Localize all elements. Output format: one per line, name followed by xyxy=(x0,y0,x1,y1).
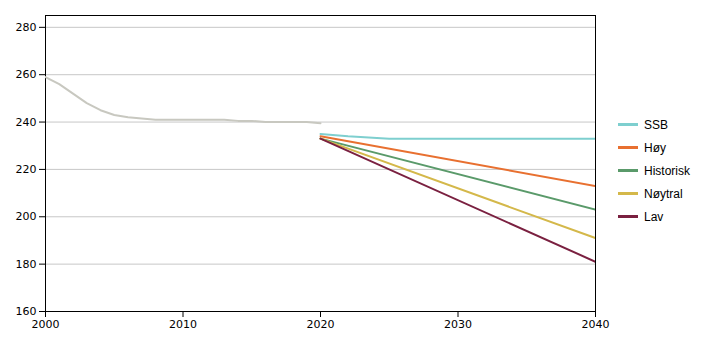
svg-text:2040: 2040 xyxy=(582,318,610,331)
html-text:Historisk: Historisk xyxy=(644,163,690,178)
svg-text:2010: 2010 xyxy=(169,318,197,331)
svg-text:2020: 2020 xyxy=(307,318,335,331)
svg-text:2030: 2030 xyxy=(444,318,472,331)
svg-text:2000: 2000 xyxy=(32,318,60,331)
svg-text:280: 280 xyxy=(16,21,37,34)
html-text:SSB: SSB xyxy=(644,117,668,132)
svg-text:180: 180 xyxy=(16,258,37,271)
svg-text:160: 160 xyxy=(16,305,37,318)
svg-text:240: 240 xyxy=(16,116,37,129)
html-text:Høy: Høy xyxy=(644,140,666,155)
html-text:Lav: Lav xyxy=(644,209,664,224)
svg-text:260: 260 xyxy=(16,68,37,81)
svg-text:220: 220 xyxy=(16,163,37,176)
html-text:Nøytral: Nøytral xyxy=(644,186,683,201)
svg-text:200: 200 xyxy=(16,210,37,223)
